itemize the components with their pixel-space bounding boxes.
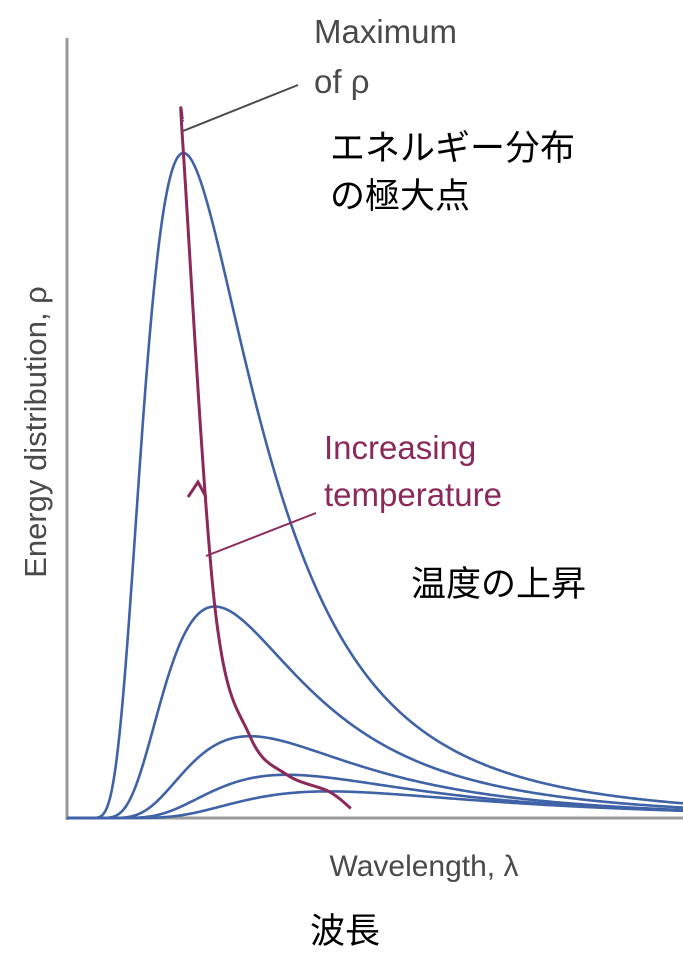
locus-arrow-icon xyxy=(186,479,208,498)
curves xyxy=(67,151,683,820)
maximum-translation-line2: の極大点 xyxy=(330,177,470,217)
curve-1 xyxy=(67,151,683,820)
curve-4 xyxy=(67,773,683,820)
x-axis-label: Wavelength, λ xyxy=(330,850,519,883)
maximum-translation-line1: エネルギー分布 xyxy=(330,129,575,169)
curve-3 xyxy=(67,734,683,820)
x-axis-label-translation: 波長 xyxy=(310,912,380,952)
curve-5 xyxy=(67,790,683,820)
maximum-locus-line xyxy=(179,106,352,810)
temperature-label-line1: Increasing xyxy=(324,429,476,466)
y-axis-label: Energy distribution, ρ xyxy=(18,286,53,578)
maximum-leader-line xyxy=(182,84,299,132)
temperature-label-line2: temperature xyxy=(324,476,502,513)
maximum-label-line2: of ρ xyxy=(314,63,369,100)
curve-2 xyxy=(67,605,683,820)
temperature-leader-line xyxy=(205,512,317,557)
temperature-translation: 温度の上昇 xyxy=(411,565,586,605)
maximum-locus xyxy=(179,106,352,810)
maximum-label-line1: Maximum xyxy=(314,13,457,50)
